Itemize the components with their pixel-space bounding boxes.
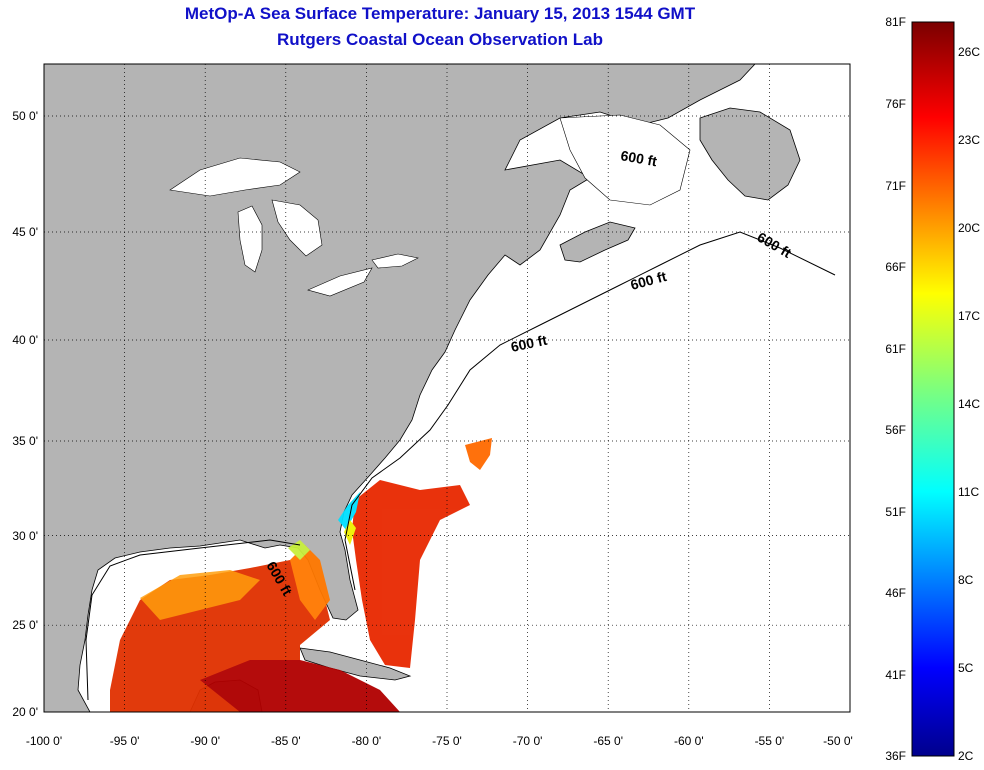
colorbar-c-label: 8C <box>958 573 974 587</box>
colorbar-c-label: 2C <box>958 749 974 763</box>
sst-gulf-north-warm <box>140 570 260 620</box>
lat-tick-label: 25 0' <box>12 618 38 632</box>
lat-tick-label: 40 0' <box>12 333 38 347</box>
colorbar-f-label: 56F <box>885 423 906 437</box>
map-frame <box>43 63 851 713</box>
contour-label-600ft-4: 600 ft <box>509 332 548 355</box>
lon-tick-label: -85 0' <box>271 734 301 748</box>
lat-tick-label: 20 0' <box>12 705 38 719</box>
sst-data <box>110 438 492 712</box>
colorbar-f-labels: 81F 76F 71F 66F 61F 56F 51F 46F 41F 36F <box>885 15 906 763</box>
colorbar-f-label: 46F <box>885 586 906 600</box>
map-title: MetOp-A Sea Surface Temperature: January… <box>184 4 696 23</box>
isobath-600ft <box>85 231 836 701</box>
colorbar-c-label: 11C <box>958 485 979 499</box>
sst-atlantic-gulfstream <box>352 480 470 668</box>
contour-label-600ft-1: 600 ft <box>619 147 658 169</box>
sst-patch-northeast <box>465 438 492 470</box>
sst-atlantic-shelf-yellow <box>344 520 356 545</box>
colorbar-f-label: 66F <box>885 260 906 274</box>
map-area: 600 ft 600 ft 600 ft 600 ft 600 ft <box>44 64 850 712</box>
lat-tick-label: 50 0' <box>12 109 38 123</box>
colorbar-c-label: 23C <box>958 133 980 147</box>
lon-tick-label: -65 0' <box>593 734 623 748</box>
colorbar-c-label: 20C <box>958 221 980 235</box>
colorbar-c-label: 5C <box>958 661 974 675</box>
lat-axis: 20 0' 25 0' 30 0' 35 0' 40 0' 45 0' 50 0… <box>12 109 38 719</box>
colorbar-gradient <box>911 21 955 757</box>
lake-michigan <box>237 205 263 273</box>
colorbar-f-label: 41F <box>885 668 906 682</box>
lon-tick-label: -100 0' <box>26 734 62 748</box>
lon-tick-label: -80 0' <box>352 734 382 748</box>
gulf-st-lawrence <box>559 114 691 206</box>
colorbar: 81F 76F 71F 66F 61F 56F 51F 46F 41F 36F … <box>885 15 980 763</box>
colorbar-c-label: 17C <box>958 309 980 323</box>
colorbar-f-label: 36F <box>885 749 906 763</box>
graticule <box>44 64 850 712</box>
colorbar-f-label: 81F <box>885 15 906 29</box>
colorbar-f-label: 71F <box>885 179 906 193</box>
colorbar-f-label: 76F <box>885 97 906 111</box>
lon-tick-label: -60 0' <box>674 734 704 748</box>
land-cuba <box>299 647 412 681</box>
lake-erie <box>307 267 373 297</box>
lake-superior <box>169 157 301 197</box>
lon-tick-label: -70 0' <box>513 734 543 748</box>
land-north-america <box>44 64 756 712</box>
lake-ontario <box>371 253 419 269</box>
lon-axis: -100 0' -95 0' -90 0' -85 0' -80 0' -75 … <box>26 734 853 748</box>
lon-tick-label: -50 0' <box>823 734 853 748</box>
colorbar-c-label: 26C <box>958 45 980 59</box>
colorbar-c-labels: 26C 23C 20C 17C 14C 11C 8C 5C 2C <box>958 45 980 763</box>
map-subtitle: Rutgers Coastal Ocean Observation Lab <box>277 30 603 49</box>
lat-tick-label: 30 0' <box>12 529 38 543</box>
lon-tick-label: -75 0' <box>432 734 462 748</box>
lon-tick-label: -95 0' <box>110 734 140 748</box>
colorbar-f-label: 61F <box>885 342 906 356</box>
lake-huron <box>271 199 323 257</box>
sst-gulf-south <box>200 660 400 712</box>
lon-tick-label: -90 0' <box>190 734 220 748</box>
lon-tick-label: -55 0' <box>755 734 785 748</box>
colorbar-c-label: 14C <box>958 397 980 411</box>
sst-florida-west <box>290 545 330 620</box>
land-newfoundland <box>699 107 801 201</box>
lat-tick-label: 35 0' <box>12 434 38 448</box>
sst-florida-apalachee <box>288 540 310 560</box>
lat-tick-label: 45 0' <box>12 225 38 239</box>
colorbar-f-label: 51F <box>885 505 906 519</box>
